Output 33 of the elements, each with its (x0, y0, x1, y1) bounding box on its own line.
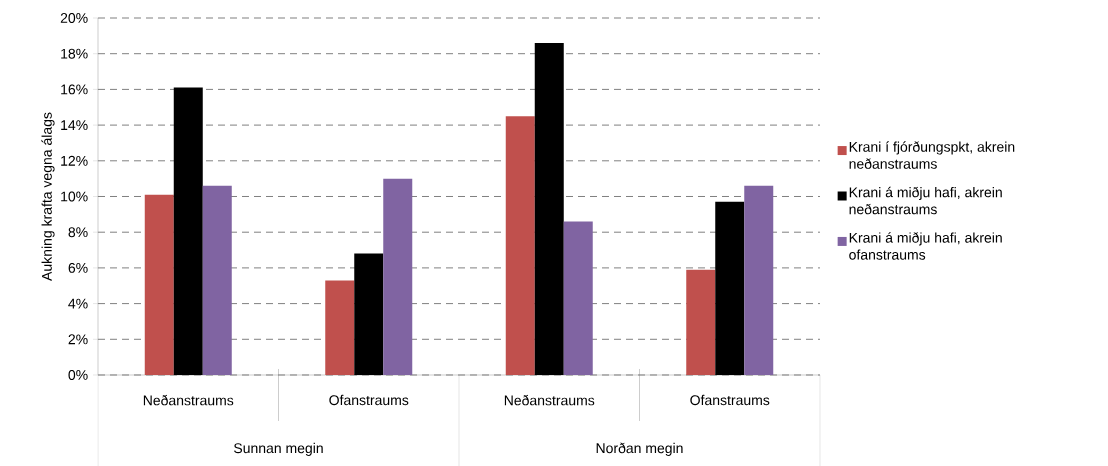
bar (686, 269, 716, 375)
bar (715, 201, 745, 375)
x-tick-label: Ofanstraums (690, 394, 770, 406)
y-tick-label: 8% (68, 227, 88, 238)
bar (202, 185, 232, 375)
y-tick-label: 0% (68, 369, 88, 380)
x-tick-label: Ofanstraums (329, 394, 409, 406)
legend-label: Krani á miðju hafi, akrein neðanstraums (849, 186, 1002, 215)
text: Norðan megin (596, 442, 683, 456)
text: Sunnan megin (234, 442, 323, 456)
y-axis-title: Aukning krafta vegna álags (41, 112, 55, 281)
legend-label: Krani í fjórðungspkt, akrein neðanstraums (849, 141, 1015, 169)
legend-label: Krani á miðju hafi, akrein ofanstraums (849, 232, 1002, 260)
bar (563, 221, 593, 375)
y-tick-label: 10% (61, 191, 88, 202)
bar (744, 185, 774, 375)
y-tick-label: 18% (61, 48, 88, 59)
bar (383, 178, 413, 375)
y-tick-label: 2% (68, 334, 88, 345)
y-tick-label: 16% (61, 84, 88, 95)
bar (534, 42, 564, 375)
x-tick-label: Neðanstraums (504, 394, 595, 406)
y-tick-label: 14% (61, 120, 88, 130)
bar (173, 87, 203, 375)
bar (144, 194, 174, 375)
y-tick-label: 6% (68, 262, 88, 273)
bar (325, 280, 355, 375)
bar (505, 116, 535, 375)
y-tick-label: 4% (68, 298, 88, 309)
bar (354, 253, 384, 375)
y-tick-label: 20% (60, 12, 88, 23)
x-tick-label: Neðanstraums (143, 394, 234, 406)
y-tick-label: 12% (61, 155, 88, 166)
